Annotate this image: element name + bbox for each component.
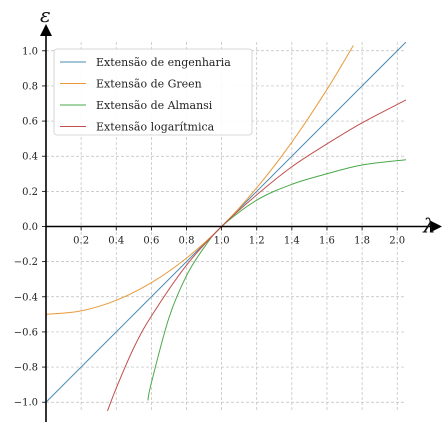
y-tick-label-4: −0.2 xyxy=(14,257,38,268)
legend-label-3: Extensão logarítmica xyxy=(96,121,215,134)
y-tick-label-8: 0.6 xyxy=(22,117,38,128)
tick-labels: 0.2 0.4 0.6 0.8 1.0 1.2 1.4 1.6 1.8 2.0 −1.0 −0.8 −0… xyxy=(14,46,405,408)
axes xyxy=(40,24,442,422)
x-tick-label-6: 1.4 xyxy=(284,236,300,247)
y-axis-arrow xyxy=(40,24,52,36)
x-axis-label: λ xyxy=(422,214,436,238)
x-tick-label-8: 1.8 xyxy=(354,236,370,247)
y-tick-label-10: 1.0 xyxy=(22,46,38,57)
y-tick-label-1: −0.8 xyxy=(14,363,38,374)
x-axis-arrow xyxy=(430,220,442,233)
x-tick-label-9: 2.0 xyxy=(389,236,405,247)
legend-label-1: Extensão de Green xyxy=(96,78,202,91)
legend-label-0: Extensão de engenharia xyxy=(96,56,231,69)
x-tick-label-4: 1.0 xyxy=(214,236,230,247)
y-tick-label-0: −1.0 xyxy=(14,398,38,409)
x-tick-label-0: 0.2 xyxy=(73,236,89,247)
y-tick-label-7: 0.4 xyxy=(22,152,38,163)
series-line-1 xyxy=(46,45,354,315)
x-tick-label-3: 0.8 xyxy=(179,236,195,247)
y-tick-label-3: −0.4 xyxy=(14,292,38,303)
y-tick-label-2: −0.6 xyxy=(14,327,38,338)
y-tick-label-6: 0.2 xyxy=(22,187,38,198)
x-tick-label-1: 0.4 xyxy=(108,236,124,247)
y-axis-label: ε xyxy=(40,3,51,27)
x-tick-label-2: 0.6 xyxy=(143,236,159,247)
y-tick-label-9: 0.8 xyxy=(22,81,38,92)
legend-label-2: Extensão de Almansi xyxy=(96,99,213,112)
y-tick-label-5: 0.0 xyxy=(22,222,38,233)
legend-box xyxy=(53,48,253,136)
x-tick-label-5: 1.2 xyxy=(249,236,265,247)
legend: Extensão de engenharia Extensão de Green E… xyxy=(53,48,253,136)
x-tick-label-7: 1.6 xyxy=(319,236,335,247)
